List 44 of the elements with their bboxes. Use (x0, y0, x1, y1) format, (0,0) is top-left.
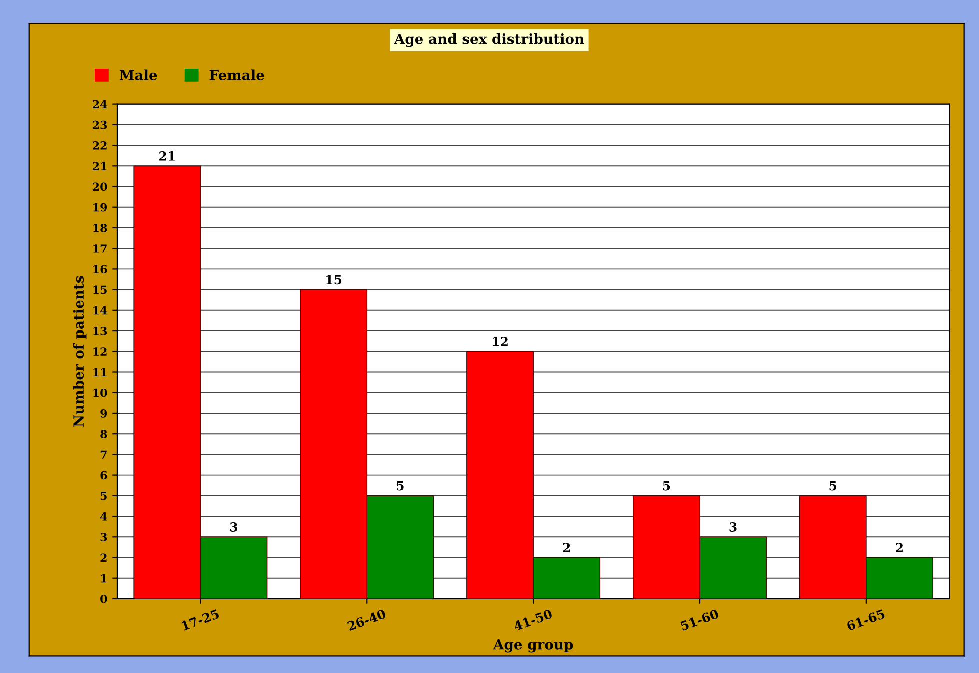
y-tick-label: 18 (94, 224, 108, 232)
y-tick-label: 5 (100, 492, 107, 500)
legend-label: Female (210, 70, 264, 80)
y-tick-label: 9 (100, 409, 108, 418)
y-tick-label: 17 (94, 244, 107, 253)
data-label: 15 (326, 275, 342, 285)
y-tick-label: 20 (93, 182, 108, 192)
y-tick-label: 22 (93, 142, 107, 150)
y-tick-label: 10 (94, 388, 108, 398)
legend-label: Male (120, 70, 158, 80)
data-label: 12 (493, 336, 508, 346)
data-label: 3 (730, 522, 737, 532)
y-tick-label: 15 (94, 286, 107, 294)
y-tick-label: 21 (93, 162, 107, 170)
y-tick-label: 23 (93, 120, 108, 130)
x-tick-label: 51-60 (680, 609, 720, 632)
y-tick-label: 12 (94, 348, 107, 356)
y-tick-label: 19 (94, 203, 108, 212)
y-tick-label: 13 (94, 327, 108, 336)
y-tick-label: 6 (100, 471, 108, 480)
y-tick-label: 8 (100, 430, 108, 438)
data-label: 2 (896, 543, 903, 552)
data-label: 5 (830, 481, 837, 491)
y-tick-label: 1 (101, 574, 107, 583)
data-label: 5 (397, 481, 404, 491)
data-label: 21 (160, 151, 175, 161)
y-tick-label: 2 (100, 554, 107, 562)
y-tick-label: 11 (94, 368, 107, 376)
data-label: 3 (230, 522, 238, 532)
y-tick-label: 0 (100, 594, 108, 604)
y-tick-label: 14 (94, 306, 108, 315)
y-tick-label: 24 (93, 100, 108, 109)
y-axis-title: Number of patients (73, 276, 87, 427)
y-tick-label: 4 (100, 512, 108, 521)
x-axis-title: Age group (493, 640, 574, 653)
y-tick-label: 3 (100, 533, 108, 542)
y-tick-label: 16 (94, 265, 108, 274)
x-tick-label: 41-50 (513, 609, 554, 632)
x-tick-label: 61-65 (846, 609, 886, 632)
data-label: 2 (563, 543, 570, 552)
data-label: 5 (663, 481, 670, 491)
x-tick-label: 26-40 (347, 609, 387, 632)
chart-title: Age and sex distribution (394, 34, 584, 48)
y-tick-label: 7 (100, 450, 107, 459)
